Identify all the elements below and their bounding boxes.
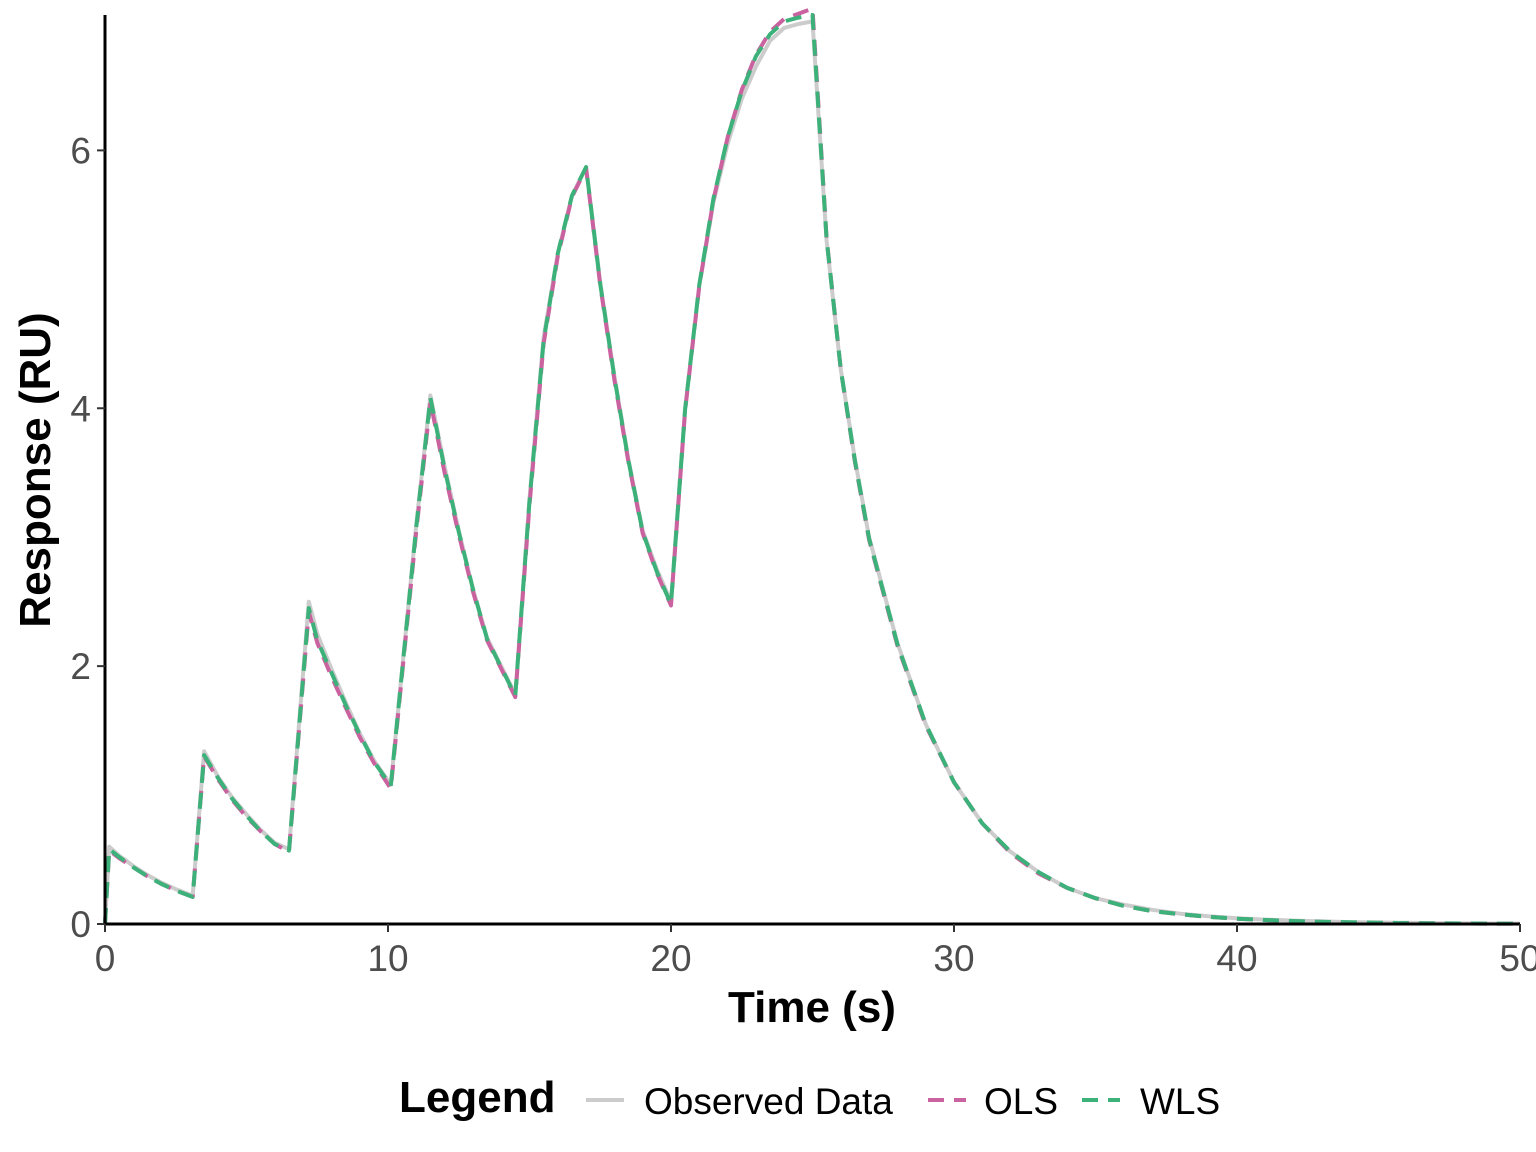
y-tick-label: 0 [70, 904, 91, 945]
legend-label: WLS [1140, 1081, 1220, 1122]
legend-entries: Observed Data OLS WLS [586, 1081, 1220, 1122]
y-tick-label: 4 [70, 388, 91, 429]
x-tick-label: 50 [1499, 938, 1536, 979]
x-axis-title: Time (s) [728, 983, 896, 1032]
series-line-wls [103, 13, 1521, 926]
y-tick-label: 2 [70, 646, 91, 687]
legend-label: Observed Data [644, 1081, 893, 1122]
x-tick-label: 0 [95, 938, 116, 979]
axes-layer: 0 10 20 30 40 50 0 2 4 6 [70, 15, 1536, 979]
legend: Legend Observed Data OLS WLS [399, 1073, 1220, 1122]
y-axis-title: Response (RU) [11, 312, 60, 627]
x-tick-label: 20 [650, 938, 691, 979]
x-tick-label: 30 [933, 938, 974, 979]
y-tick-label: 6 [70, 130, 91, 171]
legend-title: Legend [399, 1073, 555, 1122]
x-tick-label: 10 [367, 938, 408, 979]
series-layer [103, 6, 1521, 926]
x-tick-label: 40 [1216, 938, 1257, 979]
legend-label: OLS [984, 1081, 1058, 1122]
